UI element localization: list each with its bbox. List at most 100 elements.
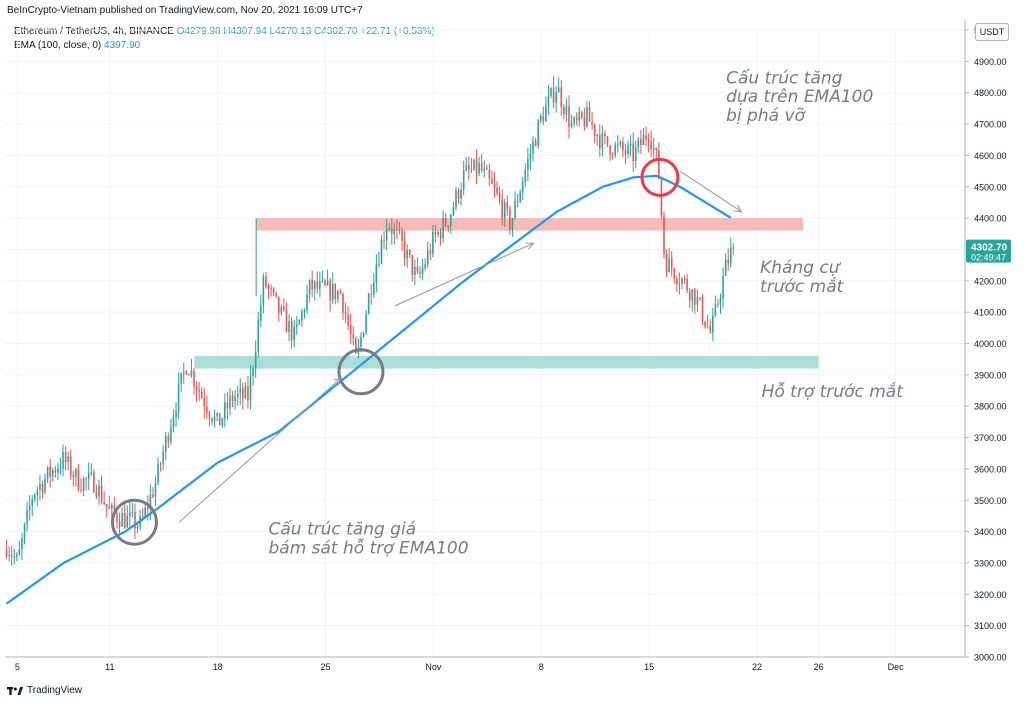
candle-body bbox=[688, 290, 691, 301]
x-tick-label: Nov bbox=[425, 662, 442, 672]
candle-body bbox=[444, 217, 447, 226]
candle-body bbox=[154, 482, 157, 497]
candle-body bbox=[67, 456, 69, 463]
tradingview-brand[interactable]: TradingView bbox=[7, 685, 82, 696]
candle-body bbox=[203, 397, 206, 407]
candle-body bbox=[10, 554, 13, 557]
candle-body bbox=[601, 133, 604, 149]
candle-body bbox=[360, 336, 362, 347]
candle-body bbox=[206, 406, 208, 413]
candle-body bbox=[570, 123, 573, 127]
y-tick-label: 3800.00 bbox=[974, 402, 1007, 412]
candle-body bbox=[529, 153, 532, 159]
candle-body bbox=[406, 249, 408, 259]
candle-body bbox=[411, 255, 414, 275]
ema-legend-row: EMA (100, close, 0) 4397.90 bbox=[14, 39, 435, 53]
candle-body bbox=[486, 168, 488, 170]
candle-body bbox=[229, 395, 231, 409]
candle-body bbox=[367, 294, 370, 314]
candle-body bbox=[516, 201, 519, 203]
candle-body bbox=[408, 249, 411, 256]
x-tick-label: 11 bbox=[105, 662, 114, 672]
candle-body bbox=[162, 451, 164, 464]
candle-body bbox=[616, 144, 619, 146]
chart-annotation: trước mắt bbox=[760, 276, 845, 297]
candle-body bbox=[85, 478, 87, 480]
candle-body bbox=[462, 170, 465, 190]
candle-body bbox=[652, 148, 655, 150]
price-zones bbox=[194, 218, 819, 369]
ema-label[interactable]: EMA (100, close, 0) bbox=[14, 40, 102, 51]
candle-body bbox=[560, 87, 563, 108]
candle-body bbox=[265, 276, 267, 287]
candle-body bbox=[188, 374, 190, 376]
candle-body bbox=[532, 141, 534, 154]
candle-body bbox=[226, 402, 229, 409]
candle-body bbox=[347, 314, 349, 326]
candle-body bbox=[316, 281, 319, 289]
candle-body bbox=[28, 506, 31, 510]
chart-annotation: Cấu trúc tăng bbox=[726, 67, 843, 88]
currency-button[interactable]: USDT bbox=[975, 23, 1009, 41]
trend-arrow bbox=[679, 170, 742, 213]
candle-body bbox=[588, 107, 591, 122]
y-tick-label: 4000.00 bbox=[974, 339, 1007, 349]
x-tick-label: 8 bbox=[539, 662, 544, 672]
candle-body bbox=[629, 143, 632, 146]
candle-body bbox=[581, 112, 583, 118]
candle-body bbox=[701, 298, 704, 322]
candle-body bbox=[321, 280, 324, 282]
y-tick-label: 3900.00 bbox=[974, 370, 1007, 380]
candle-body bbox=[419, 271, 421, 274]
candle-body bbox=[80, 489, 82, 491]
candle-body bbox=[334, 283, 337, 299]
candle-body bbox=[236, 393, 239, 397]
candle-body bbox=[390, 228, 393, 235]
ohlc-low: L4270.13 bbox=[269, 26, 312, 37]
y-tick-label: 4400.00 bbox=[974, 214, 1007, 224]
candle-body bbox=[303, 310, 306, 312]
candle-body bbox=[234, 396, 236, 402]
chart-annotation: bị phá vỡ bbox=[726, 106, 806, 126]
symbol-label[interactable]: Ethereum / TetherUS, 4h, BINANCE bbox=[14, 26, 174, 37]
candle-body bbox=[319, 281, 321, 289]
candle-body bbox=[506, 202, 509, 209]
candle-body bbox=[676, 278, 678, 284]
candle-body bbox=[247, 386, 249, 401]
y-tick-label: 4200.00 bbox=[974, 276, 1007, 286]
candle-body bbox=[557, 87, 560, 93]
candle-body bbox=[111, 504, 113, 509]
candle-body bbox=[632, 143, 634, 161]
candle-body bbox=[534, 141, 537, 146]
candle-body bbox=[221, 418, 224, 426]
ohlc-high: H4307.94 bbox=[223, 26, 267, 37]
candle-body bbox=[365, 313, 367, 333]
candle-body bbox=[473, 159, 475, 170]
y-tick-label: 4700.00 bbox=[974, 120, 1007, 130]
candle-body bbox=[647, 139, 650, 142]
candle-body bbox=[634, 147, 637, 161]
candle-body bbox=[213, 416, 216, 422]
y-tick-label: 3000.00 bbox=[974, 653, 1007, 663]
candle-body bbox=[714, 303, 717, 316]
candle-body bbox=[388, 228, 391, 230]
price-tag-countdown: 02:49:47 bbox=[971, 253, 1006, 263]
candle-body bbox=[208, 412, 211, 419]
candle-body bbox=[157, 463, 159, 483]
candle-body bbox=[21, 538, 23, 550]
candle-body bbox=[136, 526, 139, 529]
axes: 3000.00 3100.00 3200.00 3300.00 3400.00 3500.… bbox=[5, 20, 1007, 672]
candle-body bbox=[193, 370, 195, 387]
candle-body bbox=[658, 150, 660, 179]
candle-body bbox=[637, 139, 640, 148]
support-touch-circle bbox=[337, 348, 385, 396]
candle-body bbox=[259, 305, 262, 321]
y-tick-label: 3600.00 bbox=[974, 464, 1007, 474]
ohlc-open: O4279.98 bbox=[176, 26, 221, 37]
candle-body bbox=[249, 376, 252, 401]
candle-body bbox=[709, 326, 712, 333]
candle-body bbox=[563, 107, 565, 115]
symbol-legend-row: Ethereum / TetherUS, 4h, BINANCE O4279.9… bbox=[14, 25, 435, 39]
